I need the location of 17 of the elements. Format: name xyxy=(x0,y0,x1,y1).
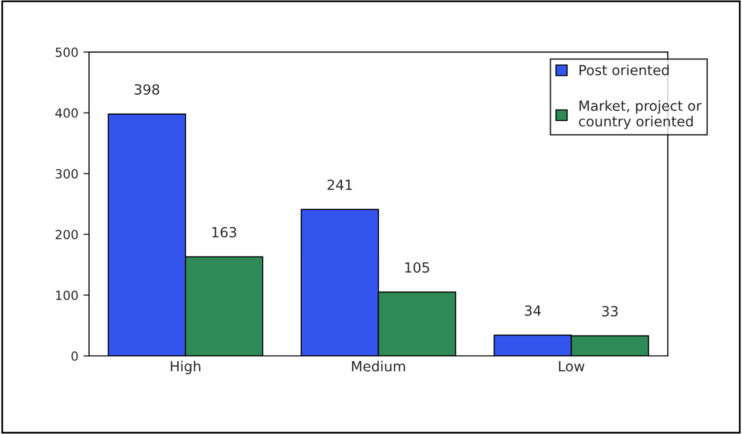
data-label: 163 xyxy=(212,226,236,238)
x-tick-label: Medium xyxy=(352,360,406,372)
y-tick-label: 0 xyxy=(71,351,78,361)
legend-label: Post oriented xyxy=(580,64,669,76)
y-tick-label: 100 xyxy=(56,290,78,300)
y-tick-label: 300 xyxy=(56,169,78,179)
y-tick-label: 200 xyxy=(56,230,78,240)
data-label: 33 xyxy=(602,306,618,316)
data-label: 398 xyxy=(134,84,160,95)
legend-label: Market, project or country oriented xyxy=(578,100,702,130)
data-label: 105 xyxy=(405,262,430,273)
y-tick-label: 500 xyxy=(56,48,78,58)
y-tick-label: 400 xyxy=(55,108,78,118)
data-label: 241 xyxy=(328,180,352,190)
x-tick-label: Low xyxy=(559,361,584,372)
x-tick-label: High xyxy=(170,360,200,374)
data-label: 34 xyxy=(524,305,541,316)
